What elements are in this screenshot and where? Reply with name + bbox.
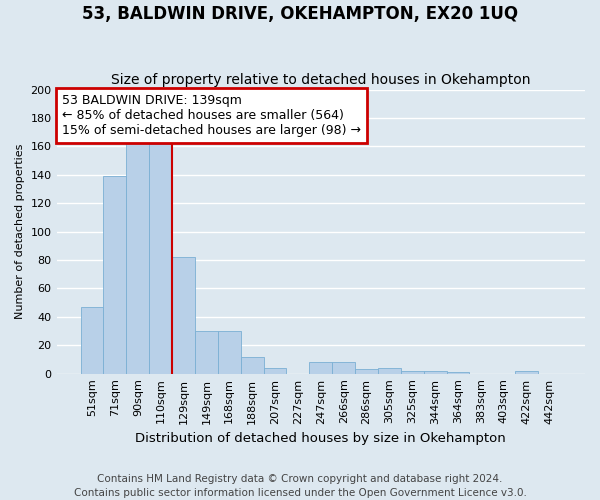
Text: 53, BALDWIN DRIVE, OKEHAMPTON, EX20 1UQ: 53, BALDWIN DRIVE, OKEHAMPTON, EX20 1UQ xyxy=(82,5,518,23)
Bar xyxy=(424,371,446,374)
Bar xyxy=(80,307,103,374)
Bar xyxy=(446,372,469,374)
Bar xyxy=(127,138,149,374)
Bar xyxy=(332,362,355,374)
Bar xyxy=(401,371,424,374)
Bar xyxy=(310,362,332,374)
Title: Size of property relative to detached houses in Okehampton: Size of property relative to detached ho… xyxy=(111,73,530,87)
X-axis label: Distribution of detached houses by size in Okehampton: Distribution of detached houses by size … xyxy=(136,432,506,445)
Bar xyxy=(355,370,378,374)
Bar xyxy=(195,331,218,374)
Bar xyxy=(172,257,195,374)
Bar xyxy=(149,144,172,374)
Bar xyxy=(103,176,127,374)
Text: 53 BALDWIN DRIVE: 139sqm
← 85% of detached houses are smaller (564)
15% of semi-: 53 BALDWIN DRIVE: 139sqm ← 85% of detach… xyxy=(62,94,361,137)
Y-axis label: Number of detached properties: Number of detached properties xyxy=(15,144,25,320)
Text: Contains HM Land Registry data © Crown copyright and database right 2024.
Contai: Contains HM Land Registry data © Crown c… xyxy=(74,474,526,498)
Bar xyxy=(263,368,286,374)
Bar xyxy=(515,371,538,374)
Bar xyxy=(378,368,401,374)
Bar xyxy=(218,331,241,374)
Bar xyxy=(241,356,263,374)
